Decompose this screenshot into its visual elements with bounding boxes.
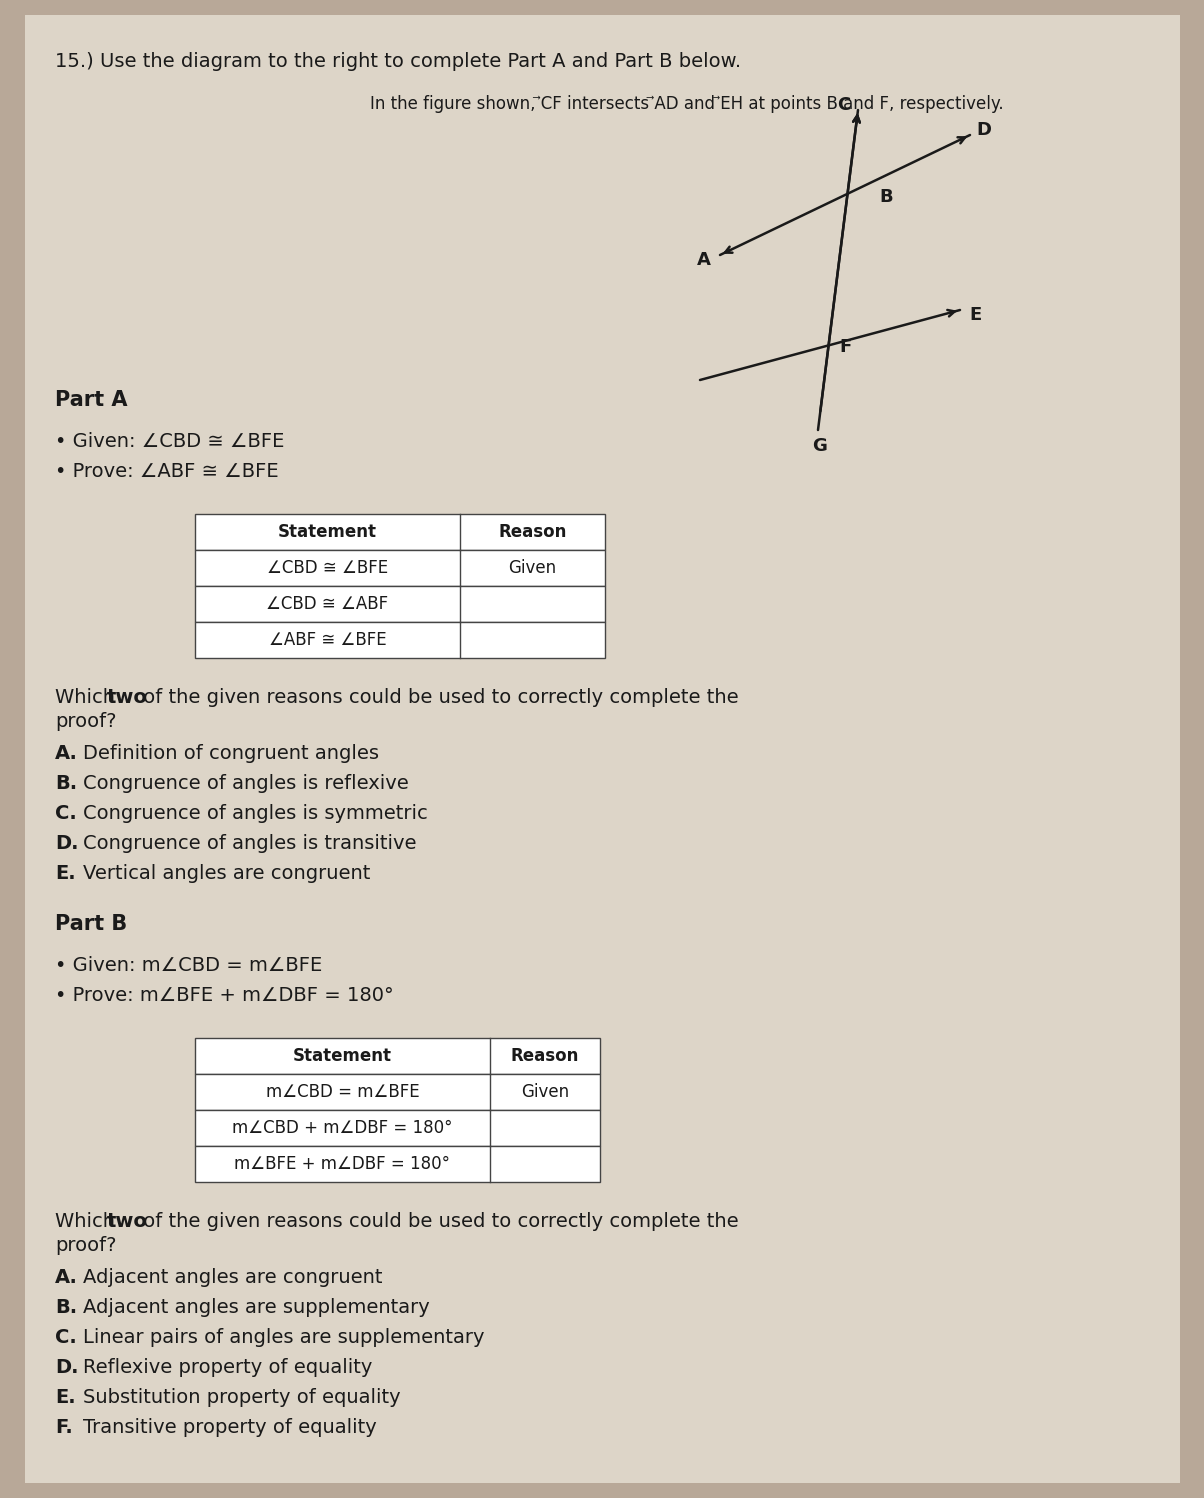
Text: m∠CBD + m∠DBF = 180°: m∠CBD + m∠DBF = 180°	[232, 1119, 453, 1137]
Bar	[195, 1038, 600, 1074]
Text: Reason: Reason	[498, 523, 567, 541]
Text: Substitution property of equality: Substitution property of equality	[83, 1389, 401, 1407]
Text: Part A: Part A	[55, 389, 128, 410]
Bar	[195, 622, 604, 658]
Text: D: D	[976, 121, 992, 139]
Text: Statement: Statement	[293, 1047, 393, 1065]
Bar	[195, 514, 604, 550]
Text: C.: C.	[55, 1329, 77, 1347]
Text: Reflexive property of equality: Reflexive property of equality	[83, 1359, 372, 1377]
Text: two: two	[107, 1212, 148, 1231]
Text: Part B: Part B	[55, 914, 128, 933]
Text: E: E	[970, 306, 982, 324]
Text: of the given reasons could be used to correctly complete the: of the given reasons could be used to co…	[137, 688, 738, 707]
Text: Adjacent angles are supplementary: Adjacent angles are supplementary	[83, 1297, 430, 1317]
Bar	[195, 1110, 600, 1146]
Text: B.: B.	[55, 1297, 77, 1317]
Text: ∠ABF ≅ ∠BFE: ∠ABF ≅ ∠BFE	[268, 631, 386, 649]
Text: ∠CBD ≅ ∠BFE: ∠CBD ≅ ∠BFE	[267, 559, 388, 577]
Text: • Given: ∠CBD ≅ ∠BFE: • Given: ∠CBD ≅ ∠BFE	[55, 431, 284, 451]
Text: m∠BFE + m∠DBF = 180°: m∠BFE + m∠DBF = 180°	[235, 1155, 450, 1173]
Text: Congruence of angles is symmetric: Congruence of angles is symmetric	[83, 804, 427, 822]
Text: Reason: Reason	[510, 1047, 579, 1065]
Text: C.: C.	[55, 804, 77, 822]
Text: In the figure shown, ⃗CF intersects ⃗AD and ⃗EH at points B and F, respectively.: In the figure shown, ⃗CF intersects ⃗AD …	[370, 94, 1004, 112]
Text: Statement: Statement	[278, 523, 377, 541]
Text: F: F	[840, 339, 852, 357]
Text: proof?: proof?	[55, 1236, 117, 1255]
Text: E.: E.	[55, 1389, 76, 1407]
Text: Linear pairs of angles are supplementary: Linear pairs of angles are supplementary	[83, 1329, 484, 1347]
Text: A: A	[697, 252, 710, 270]
Text: A.: A.	[55, 745, 78, 762]
Bar	[195, 1146, 600, 1182]
Text: F.: F.	[55, 1419, 72, 1437]
Text: D.: D.	[55, 834, 78, 852]
Text: • Given: m∠CBD = m∠BFE: • Given: m∠CBD = m∠BFE	[55, 956, 323, 975]
Text: of the given reasons could be used to correctly complete the: of the given reasons could be used to co…	[137, 1212, 738, 1231]
Text: Congruence of angles is transitive: Congruence of angles is transitive	[83, 834, 417, 852]
Text: • Prove: m∠BFE + m∠DBF = 180°: • Prove: m∠BFE + m∠DBF = 180°	[55, 986, 394, 1005]
Text: proof?: proof?	[55, 712, 117, 731]
Text: E.: E.	[55, 864, 76, 882]
Text: Definition of congruent angles: Definition of congruent angles	[83, 745, 379, 762]
Bar	[195, 550, 604, 586]
Text: Which: Which	[55, 1212, 122, 1231]
Text: two: two	[107, 688, 148, 707]
Text: • Prove: ∠ABF ≅ ∠BFE: • Prove: ∠ABF ≅ ∠BFE	[55, 461, 278, 481]
Text: G: G	[813, 437, 827, 455]
Text: B.: B.	[55, 774, 77, 792]
Text: Transitive property of equality: Transitive property of equality	[83, 1419, 377, 1437]
Text: A.: A.	[55, 1267, 78, 1287]
Text: D.: D.	[55, 1359, 78, 1377]
Text: m∠CBD = m∠BFE: m∠CBD = m∠BFE	[266, 1083, 419, 1101]
Text: 15.) Use the diagram to the right to complete Part A and Part B below.: 15.) Use the diagram to the right to com…	[55, 52, 742, 70]
Text: Given: Given	[508, 559, 556, 577]
Text: Given: Given	[521, 1083, 569, 1101]
Text: Congruence of angles is reflexive: Congruence of angles is reflexive	[83, 774, 408, 792]
Text: C: C	[837, 96, 850, 114]
Text: Adjacent angles are congruent: Adjacent angles are congruent	[83, 1267, 383, 1287]
Text: B: B	[879, 189, 893, 207]
Text: Vertical angles are congruent: Vertical angles are congruent	[83, 864, 371, 882]
Text: Which: Which	[55, 688, 122, 707]
Bar	[195, 586, 604, 622]
Text: ∠CBD ≅ ∠ABF: ∠CBD ≅ ∠ABF	[266, 595, 389, 613]
Bar	[195, 1074, 600, 1110]
